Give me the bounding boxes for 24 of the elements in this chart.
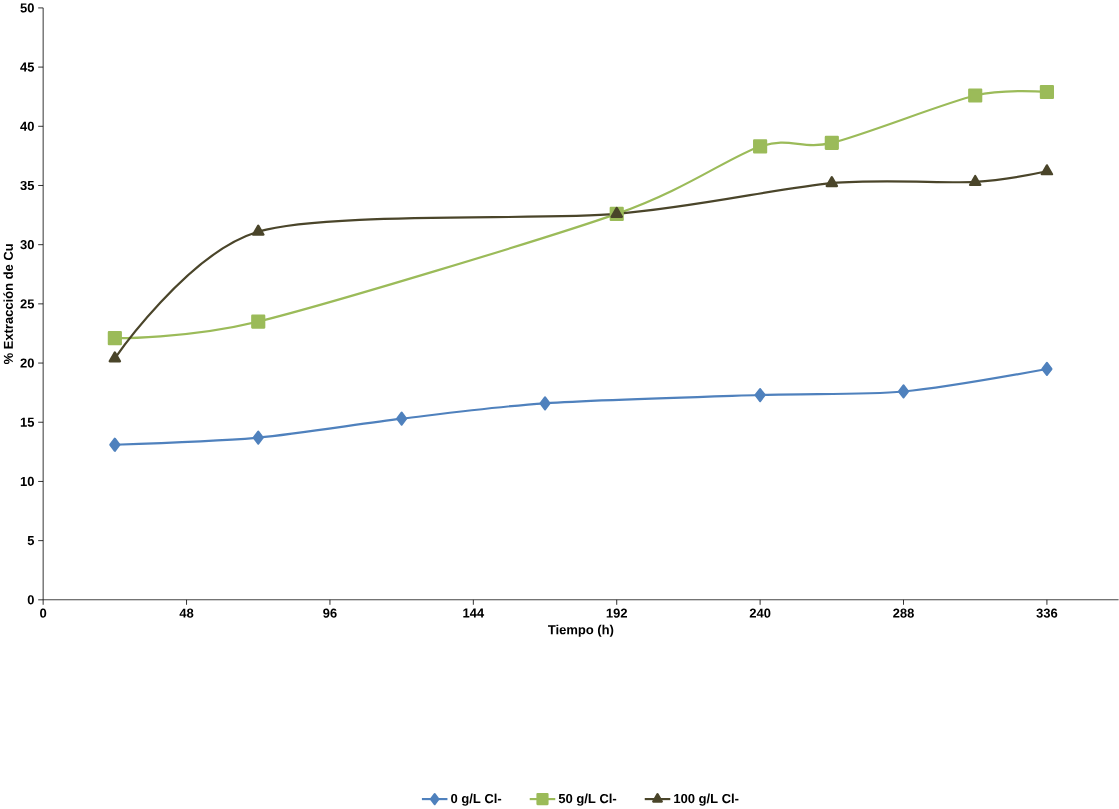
x-tick-label: 144: [463, 608, 485, 618]
y-tick-label: 5: [27, 536, 35, 546]
y-tick-label: 45: [20, 62, 35, 72]
x-tick-label: 48: [179, 608, 194, 618]
x-tick-label: 192: [606, 608, 628, 618]
x-axis-title: Tiempo (h): [548, 625, 614, 638]
y-tick-label: 15: [20, 417, 35, 428]
y-tick-label: 30: [20, 240, 34, 250]
y-tick-label: 20: [20, 358, 34, 368]
y-axis-title: % Extracción de Cu: [3, 244, 13, 365]
y-tick-label: 10: [20, 477, 34, 487]
y-tick-label: 35: [20, 181, 35, 191]
y-tick-label: 40: [20, 121, 34, 132]
y-tick-label: 50: [20, 3, 34, 13]
x-tick-label: 240: [749, 608, 771, 618]
x-tick-label: 96: [323, 608, 337, 618]
x-tick-label: 0: [40, 608, 47, 618]
legend-label: 50 g/L Cl-: [558, 793, 617, 807]
y-tick-label: 0: [27, 595, 34, 605]
legend-label: 100 g/L Cl-: [674, 793, 739, 807]
x-tick-label: 336: [1036, 608, 1058, 618]
legend-label: 0 g/L Cl-: [451, 793, 502, 807]
y-tick-label: 25: [20, 299, 35, 309]
x-tick-label: 288: [893, 608, 914, 618]
